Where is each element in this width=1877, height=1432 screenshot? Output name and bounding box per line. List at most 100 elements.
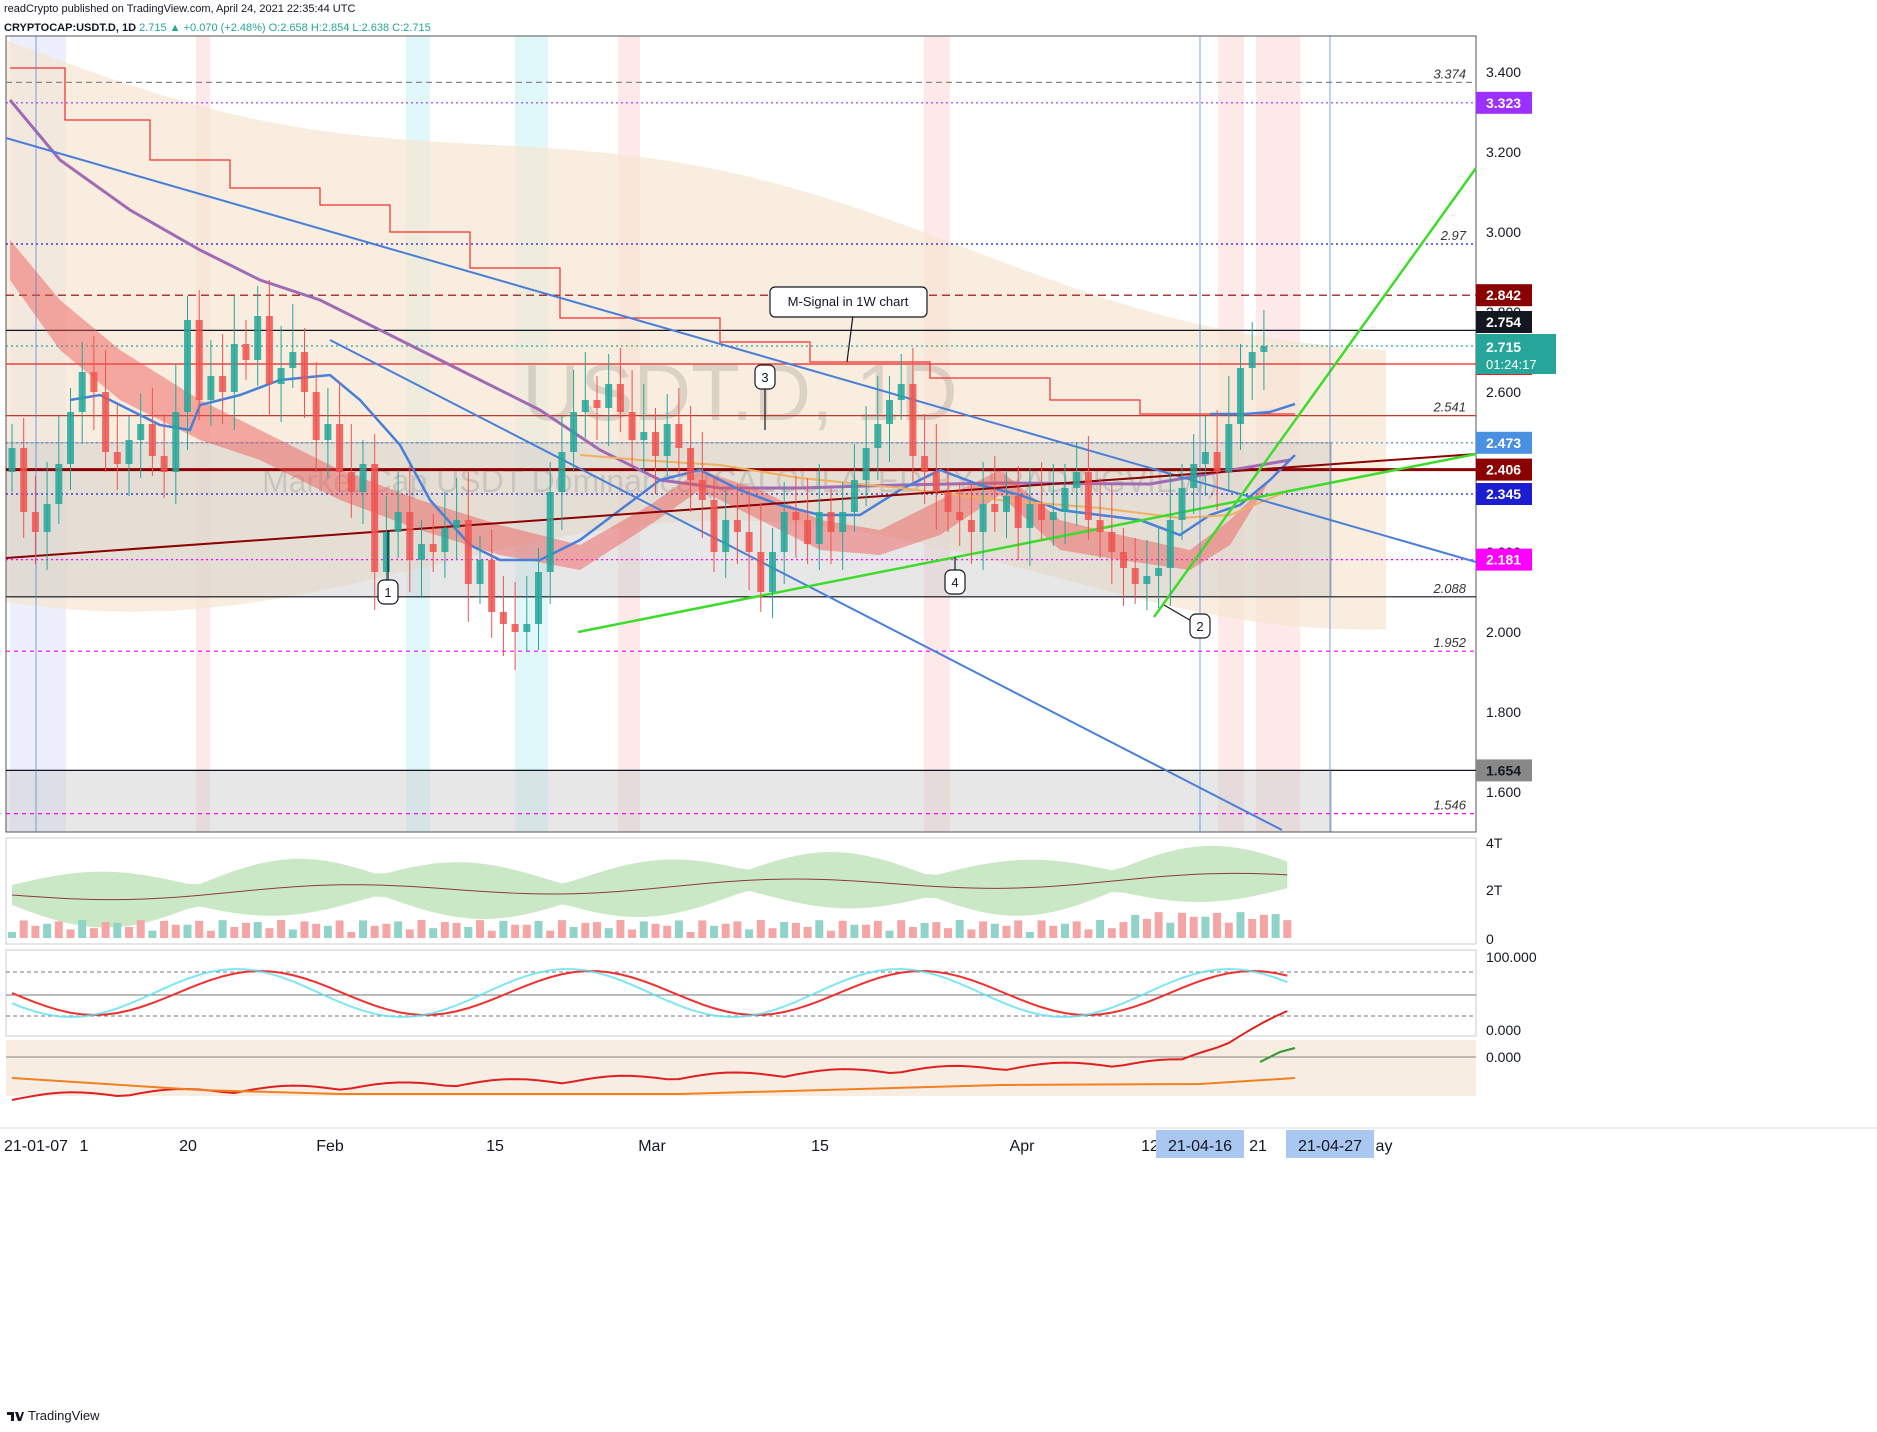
candle-body xyxy=(956,512,964,520)
volume-bar xyxy=(43,923,52,938)
volume-bar xyxy=(1107,928,1116,938)
volume-bar xyxy=(1248,918,1257,938)
candle-body xyxy=(394,512,402,532)
candle-body xyxy=(745,532,753,552)
volume-bar xyxy=(721,923,730,938)
volume-bar xyxy=(1178,912,1186,938)
volume-bar xyxy=(382,923,391,938)
candle-body xyxy=(570,412,578,452)
volume-bar xyxy=(1271,914,1280,938)
candle-body xyxy=(55,464,63,504)
x-tick-12: ay xyxy=(1376,1138,1393,1155)
note-m-signal: M-Signal in 1W chart xyxy=(769,286,928,363)
volume-bar xyxy=(908,926,917,938)
price-tag-2-345 xyxy=(1476,483,1532,505)
volume-bar xyxy=(639,921,648,938)
volume-bar xyxy=(511,924,520,938)
candle-body xyxy=(230,344,238,392)
time-tag-label-11: 21-04-27 xyxy=(1298,1138,1362,1155)
candle-body xyxy=(640,432,648,440)
tradingview-logo[interactable]: TradingView xyxy=(6,1408,100,1423)
candle-body xyxy=(242,344,250,360)
volume-bar xyxy=(546,930,555,938)
range-box-lower xyxy=(5,769,1332,833)
x-tick-5: Mar xyxy=(638,1138,666,1155)
candle-body xyxy=(347,472,355,492)
volume-bar xyxy=(1236,912,1245,938)
volume-bar xyxy=(464,926,473,938)
candle-body xyxy=(535,572,542,624)
candle-body xyxy=(371,464,379,572)
y-tick-3.000: 3.000 xyxy=(1486,224,1521,240)
volume-bar xyxy=(1201,916,1210,938)
volume-bar xyxy=(733,921,742,938)
candle-body xyxy=(1131,568,1139,584)
volume-pane-border xyxy=(5,837,1477,945)
y-tick-2.600: 2.600 xyxy=(1486,384,1521,400)
callout-1-box xyxy=(377,579,399,605)
current-price-countdown: 01:24:17 xyxy=(1486,357,1537,372)
volume-bar xyxy=(780,922,789,938)
candle-body xyxy=(382,532,390,572)
price-tag-2-842 xyxy=(1476,284,1532,307)
volume-bar xyxy=(522,924,531,938)
volume-bar xyxy=(944,928,952,938)
volume-bar xyxy=(19,920,28,938)
candle-body xyxy=(593,400,601,408)
y-tick-1.800: 1.800 xyxy=(1486,704,1521,720)
y-tick-3.200: 3.200 xyxy=(1486,144,1521,160)
candle-body xyxy=(429,544,437,552)
candle-body xyxy=(1026,504,1034,528)
candle-body xyxy=(605,384,613,408)
volume-bar xyxy=(218,920,227,938)
candle-body xyxy=(102,392,110,452)
candle-body xyxy=(722,520,730,552)
candle-body xyxy=(418,544,425,560)
candle-body xyxy=(137,424,145,440)
candle-body xyxy=(827,512,835,532)
callout-2-label: 2 xyxy=(1196,619,1203,634)
callout-1-label: 1 xyxy=(384,585,391,600)
candle-body xyxy=(1155,568,1163,576)
red-cloud-ribbon xyxy=(10,240,1270,570)
candle-body xyxy=(546,492,554,572)
candle-body xyxy=(1120,552,1127,568)
volume-tick-2: 0 xyxy=(1486,931,1494,947)
volume-bar xyxy=(1142,918,1151,938)
candle-body xyxy=(1014,496,1022,528)
x-tick-7: Apr xyxy=(1010,1138,1036,1155)
volume-bar xyxy=(183,924,192,938)
candle-body xyxy=(1260,346,1268,352)
blue-moving-average xyxy=(69,373,1296,562)
volume-bar xyxy=(674,920,683,938)
volume-bar xyxy=(78,920,87,938)
osc-tick-0: 0.000 xyxy=(1486,1049,1521,1065)
price-tag-label-2-406: 2.406 xyxy=(1486,462,1521,478)
volume-bar xyxy=(1014,920,1023,938)
downtrend-line-lower xyxy=(329,339,1283,831)
candle-body xyxy=(195,320,203,400)
volume-bar xyxy=(745,929,754,938)
candle-body xyxy=(1038,504,1046,520)
callout-3: 3 xyxy=(754,364,776,430)
volume-bar xyxy=(195,920,204,938)
candle-body xyxy=(967,520,975,532)
callout-1: 1 xyxy=(377,530,399,605)
volume-bar xyxy=(698,920,707,938)
candle-body xyxy=(1201,452,1209,464)
volume-bar xyxy=(148,930,157,938)
candle-body xyxy=(1049,512,1057,520)
volume-bar xyxy=(66,929,75,938)
candle-body xyxy=(254,316,262,360)
downtrend-line-upper xyxy=(5,137,1477,563)
candle-body xyxy=(499,612,507,624)
volume-bar xyxy=(125,926,133,938)
candle-body xyxy=(792,512,800,520)
tradingview-logo-icon xyxy=(7,1411,24,1421)
candle-body xyxy=(1143,576,1151,584)
candle-body xyxy=(628,412,636,440)
volume-bar xyxy=(920,922,929,938)
volume-bar xyxy=(1224,922,1233,938)
volume-bar xyxy=(394,921,403,938)
